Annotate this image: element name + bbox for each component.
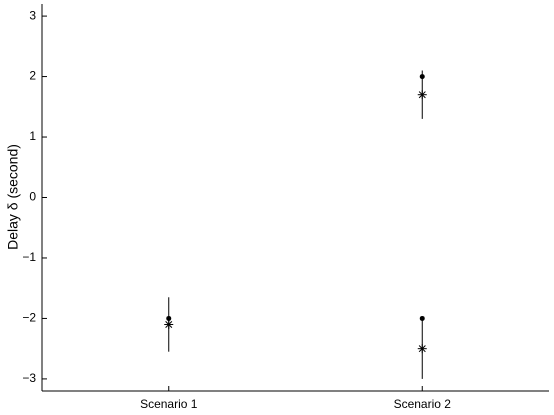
y-tick-label: −1	[22, 250, 36, 264]
star-marker	[417, 90, 427, 100]
star-stroke	[418, 91, 426, 99]
star-marker	[417, 344, 427, 354]
y-tick-label: 0	[29, 190, 36, 204]
y-tick-label: −3	[22, 371, 36, 385]
y-axis-label: Delay δ (second)	[5, 144, 21, 250]
x-tick-label: Scenario 1	[140, 397, 198, 411]
y-tick-label: 2	[29, 69, 36, 83]
x-tick-label: Scenario 2	[394, 397, 452, 411]
y-tick-label: 3	[29, 8, 36, 22]
star-stroke	[418, 345, 426, 353]
y-tick-label: 1	[29, 129, 36, 143]
y-tick-label: −2	[22, 311, 36, 325]
star-marker	[164, 319, 174, 329]
star-stroke	[165, 320, 173, 328]
